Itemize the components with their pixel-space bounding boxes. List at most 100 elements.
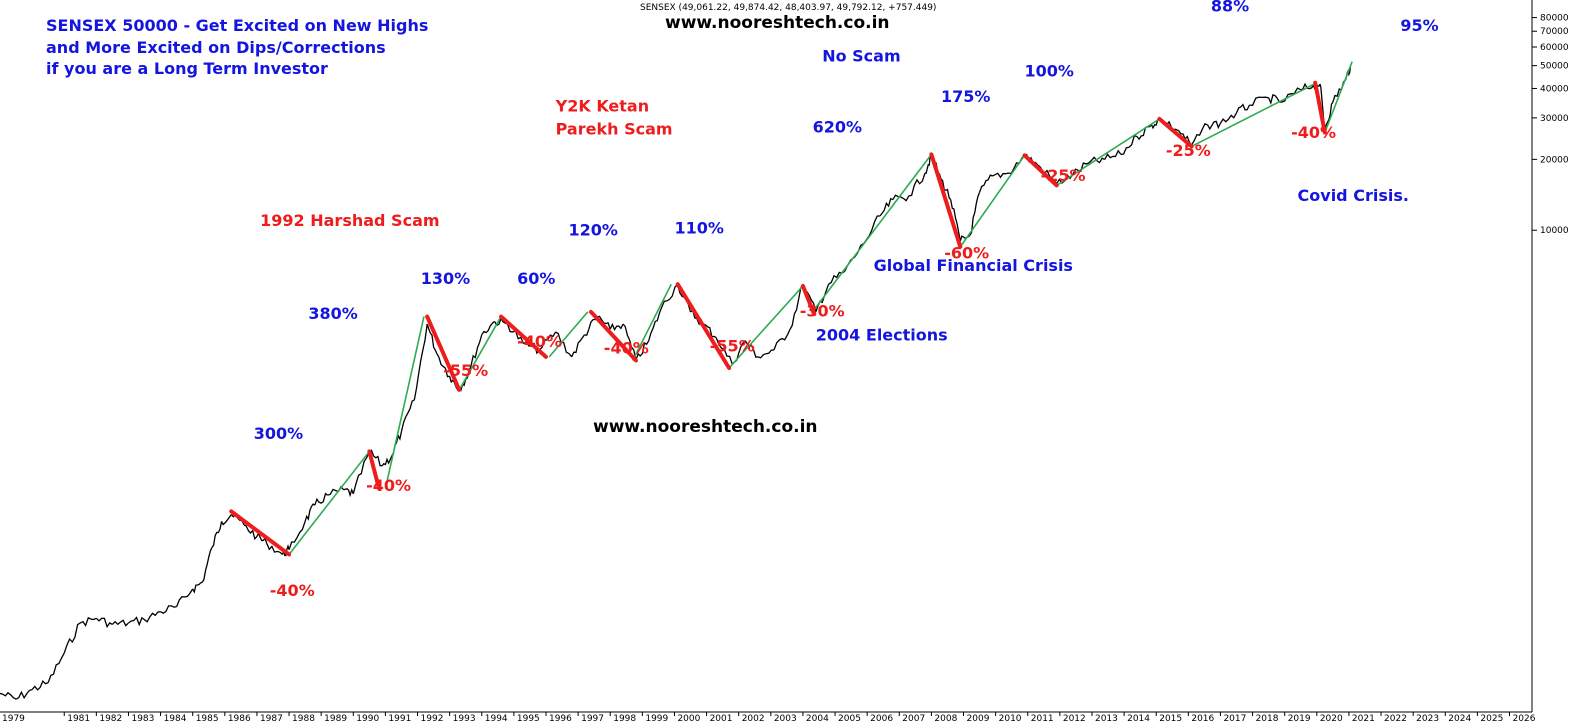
x-tick-label: 1994 <box>485 714 508 724</box>
x-tick-label: 1984 <box>164 714 187 724</box>
x-tick-label: 1991 <box>388 714 411 724</box>
annotation-label: 88% <box>1211 0 1249 15</box>
x-tick-label: 1981 <box>67 714 90 724</box>
y-tick-label: 60000 <box>1540 43 1569 53</box>
x-tick-label: 2005 <box>838 714 861 724</box>
header-title-line-3: if you are a Long Term Investor <box>46 59 328 78</box>
price-line-segment <box>744 340 759 358</box>
price-line-segment <box>1324 101 1334 129</box>
price-line-segment <box>201 547 213 583</box>
x-tick-label: 1990 <box>356 714 379 724</box>
annotations: 300% -40% -40% 380% 1992 Harshad Scam 130% -55… <box>254 0 1439 600</box>
x-axis-ticks: 1979 1981 1982 1983 1984 1985 1986 1987 1988 1989… <box>2 712 1536 724</box>
annotation-label: -40% <box>366 476 411 495</box>
annotation-label: 2004 Elections <box>816 326 948 345</box>
x-tick-label: 2013 <box>1095 714 1118 724</box>
price-line-segment <box>343 487 354 498</box>
annotation-label: -25% <box>1166 141 1211 160</box>
x-tick-label: 2003 <box>774 714 797 724</box>
x-tick-label: 1999 <box>645 714 668 724</box>
price-line-segment <box>95 617 113 629</box>
correction-line <box>1157 116 1194 149</box>
x-tick-label: 1996 <box>549 714 572 724</box>
status-line: SENSEX (49,061.22, 49,874.42, 48,403.97,… <box>640 3 936 13</box>
x-tick-label: 2018 <box>1256 714 1279 724</box>
price-line-segment <box>1281 87 1302 103</box>
y-tick-label: 80000 <box>1540 14 1569 24</box>
price-line-segment <box>773 328 791 351</box>
correction-line <box>425 314 462 392</box>
price-line-segment <box>703 323 717 339</box>
y-tick-label: 10000 <box>1540 226 1569 236</box>
x-tick-label: 2026 <box>1513 714 1536 724</box>
x-tick-label: 2009 <box>967 714 990 724</box>
price-line-segment <box>243 524 258 541</box>
price-line-segment <box>369 449 383 467</box>
x-tick-label: 2002 <box>742 714 765 724</box>
correction-line <box>675 282 732 371</box>
header-title-line-2: and More Excited on Dips/Corrections <box>46 38 386 57</box>
rally-line <box>1191 82 1318 148</box>
price-line-segment <box>879 197 894 217</box>
website-watermark-top: www.nooreshtech.co.in <box>665 13 890 33</box>
price-line-segment <box>1072 162 1090 176</box>
x-tick-label: 2012 <box>1063 714 1086 724</box>
x-tick-label: 2015 <box>1159 714 1182 724</box>
annotation-label: 60% <box>517 269 555 288</box>
price-line-segment <box>111 619 129 627</box>
price-line-segment <box>1191 122 1208 146</box>
price-line-segment <box>1104 149 1122 160</box>
y-tick-label: 20000 <box>1540 155 1569 165</box>
annotation-label: -55% <box>710 337 755 356</box>
price-line-segment <box>555 331 573 358</box>
price-line-segment <box>1235 103 1250 114</box>
annotation-label: 1992 Harshad Scam <box>260 211 439 230</box>
rally-line <box>1324 61 1353 133</box>
price-line-segment <box>192 581 203 594</box>
annotation-label: 300% <box>254 424 303 443</box>
x-tick-label: 2007 <box>902 714 925 724</box>
price-line-segment <box>978 174 993 193</box>
price-line-segment <box>1088 156 1106 164</box>
annotation-label: -40% <box>270 581 315 600</box>
x-tick-label: 1998 <box>613 714 636 724</box>
annotation-label: -40% <box>604 338 649 357</box>
price-line-segment <box>80 616 97 627</box>
annotation-label: -30% <box>800 302 845 321</box>
price-line-segment <box>609 322 624 332</box>
x-tick-label: 1982 <box>99 714 122 724</box>
website-watermark-mid: www.nooreshtech.co.in <box>593 417 818 437</box>
annotation-label: -25% <box>1041 166 1086 185</box>
annotation-label: 175% <box>941 87 990 106</box>
x-tick-label: 2024 <box>1448 714 1471 724</box>
price-line-segment <box>661 283 679 308</box>
annotation-label: Y2K Ketan <box>555 96 650 115</box>
price-line-segment <box>584 316 598 336</box>
rally-line <box>631 283 672 361</box>
price-line-segment <box>352 451 370 494</box>
price-line-segment <box>0 691 17 700</box>
price-line-segment <box>940 178 952 201</box>
price-line-segment <box>400 399 415 432</box>
x-tick-label: 1997 <box>581 714 604 724</box>
price-line-segment <box>15 688 33 700</box>
y-axis-ticks: 10000 20000 30000 40000 50000 60000 70000 80000 <box>1532 14 1569 236</box>
x-tick-label: 2004 <box>806 714 829 724</box>
x-tick-label: 2020 <box>1320 714 1343 724</box>
x-tick-label: 2022 <box>1384 714 1407 724</box>
price-line-segment <box>969 191 981 236</box>
price-line-segment <box>128 616 145 627</box>
annotation-label: 380% <box>308 304 357 323</box>
price-line-segment <box>1219 112 1238 124</box>
price-line-segment <box>175 588 194 607</box>
price-line-segment <box>1036 164 1058 184</box>
price-line-segment <box>815 283 830 313</box>
y-tick-label: 70000 <box>1540 27 1569 37</box>
price-line-segment <box>648 307 663 341</box>
price-line-segment <box>622 323 637 361</box>
rally-line <box>728 285 804 369</box>
price-line-segment <box>992 172 1009 179</box>
rally-lines <box>288 61 1353 555</box>
header-title-line-1: SENSEX 50000 - Get Excited on New Highs <box>46 16 428 35</box>
